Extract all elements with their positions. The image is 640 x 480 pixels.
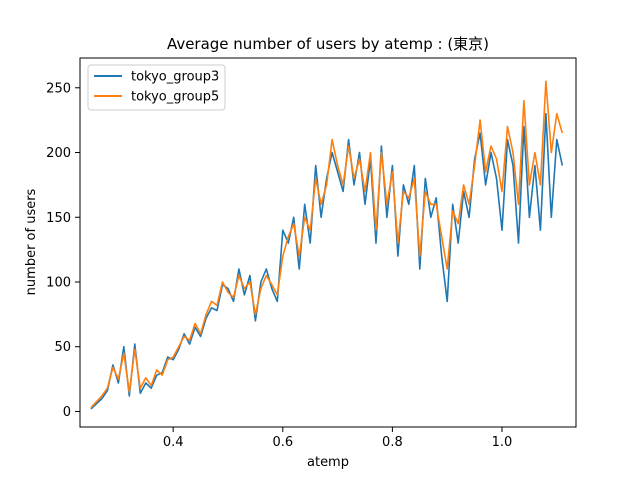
y-tick-label: 0	[63, 405, 71, 420]
legend-label-tokyo_group5: tokyo_group5	[131, 90, 219, 105]
legend-label-tokyo_group3: tokyo_group3	[131, 70, 219, 85]
y-axis: 0 50 100 150 200 250	[46, 81, 80, 420]
series-layer	[90, 80, 564, 410]
y-tick-label: 50	[54, 340, 71, 355]
x-tick-label: 0.8	[382, 435, 403, 450]
y-axis-label: number of users	[24, 188, 39, 295]
y-tick-label: 100	[46, 275, 71, 290]
x-tick-label: 0.6	[272, 435, 293, 450]
y-tick-label: 250	[46, 81, 71, 96]
plot-frame	[79, 57, 577, 428]
x-tick-label: 1.0	[492, 435, 513, 450]
x-axis-label: atemp	[307, 455, 349, 470]
y-tick-label: 200	[46, 146, 71, 161]
legend-box	[87, 64, 226, 111]
series-line-tokyo_group5	[90, 80, 564, 409]
chart-title: Average number of users by atemp : (東京)	[167, 35, 489, 53]
legend: tokyo_group3 tokyo_group5	[87, 64, 226, 111]
x-axis: 0.4 0.6 0.8 1.0	[163, 427, 513, 450]
x-tick-label: 0.4	[163, 435, 184, 450]
y-tick-label: 150	[46, 211, 71, 226]
series-line-tokyo_group3	[90, 112, 564, 410]
